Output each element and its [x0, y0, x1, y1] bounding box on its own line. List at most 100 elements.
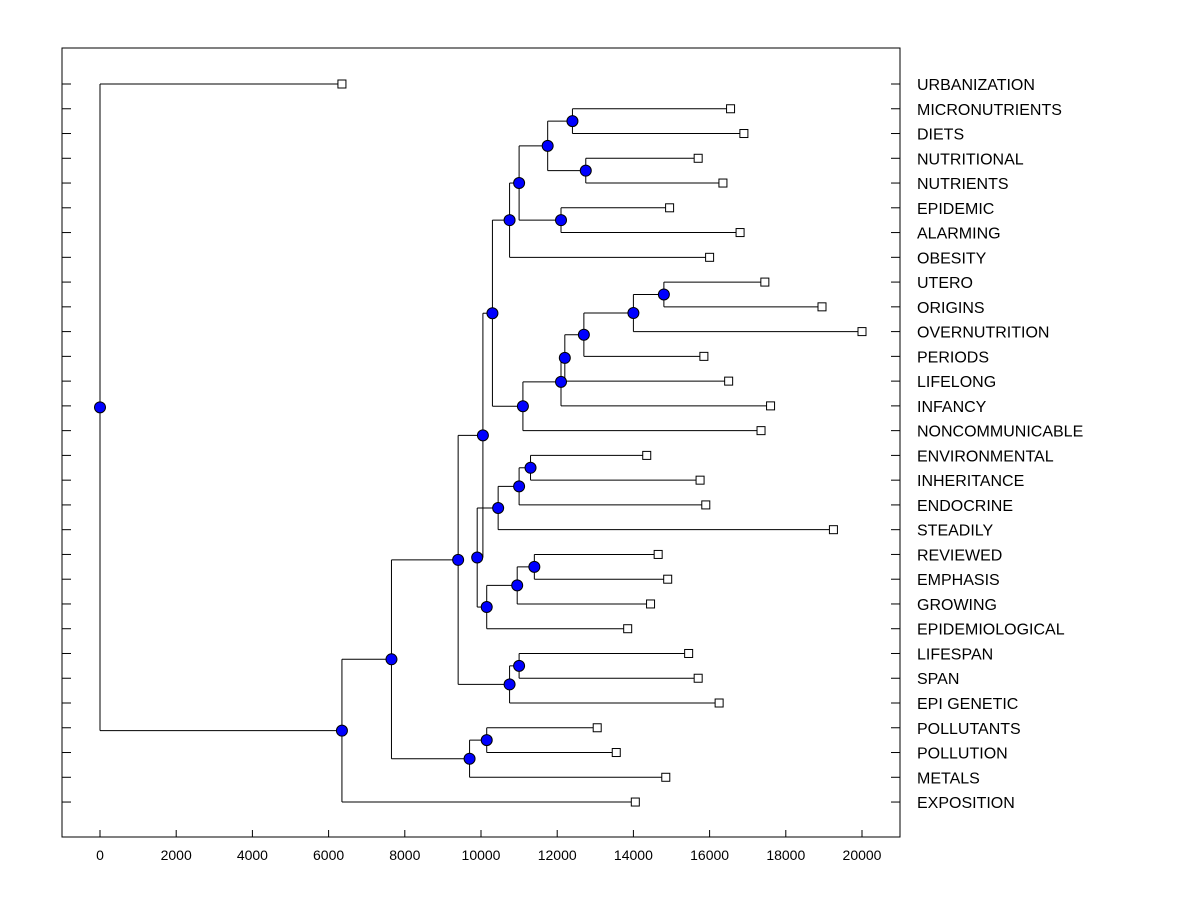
- leaf-marker: [766, 401, 776, 411]
- merge-node: [555, 375, 568, 388]
- leaf-label: OVERNUTRITION: [917, 325, 1049, 342]
- leaf-label: MICRONUTRIENTS: [917, 102, 1062, 119]
- plot-border: [61, 47, 901, 838]
- leaf-marker: [739, 129, 749, 139]
- leaf-label: SPAN: [917, 671, 959, 688]
- merge-node: [558, 351, 571, 364]
- x-tick-label: 4000: [237, 847, 268, 863]
- merge-node: [566, 115, 579, 128]
- leaf-label: INHERITANCE: [917, 473, 1024, 490]
- leaf-marker: [646, 599, 656, 609]
- merge-node: [385, 653, 398, 666]
- leaf-label: OBESITY: [917, 250, 987, 267]
- leaf-marker: [756, 426, 766, 436]
- leaf-label: REVIEWED: [917, 547, 1002, 564]
- merge-node: [627, 307, 640, 320]
- merge-node: [94, 401, 106, 414]
- leaf-marker: [699, 351, 709, 361]
- leaf-label: UTERO: [917, 275, 973, 292]
- x-tick-label: 8000: [389, 847, 420, 863]
- leaf-marker: [760, 277, 770, 287]
- merge-node: [503, 678, 516, 691]
- merge-node: [335, 724, 348, 737]
- x-tick-label: 0: [96, 847, 104, 863]
- leaf-marker: [701, 500, 711, 510]
- merge-node: [524, 461, 537, 474]
- merge-node: [480, 601, 493, 614]
- leaf-marker: [718, 178, 728, 188]
- leaf-label: EPIDEMIOLOGICAL: [917, 622, 1065, 639]
- leaf-marker: [695, 475, 705, 485]
- x-tick-label: 16000: [690, 847, 729, 863]
- leaf-marker: [724, 376, 734, 386]
- merge-node: [480, 734, 493, 747]
- x-tick-label: 6000: [313, 847, 344, 863]
- merge-node: [476, 429, 489, 442]
- leaf-label: LIFELONG: [917, 374, 996, 391]
- x-tick-label: 12000: [538, 847, 577, 863]
- leaf-marker: [630, 797, 640, 807]
- leaf-label: PERIODS: [917, 349, 989, 366]
- leaf-marker: [684, 648, 694, 658]
- merge-node: [492, 502, 505, 515]
- merge-node: [579, 164, 592, 177]
- leaf-marker: [337, 79, 347, 89]
- merge-node: [452, 553, 465, 566]
- merge-node: [486, 307, 499, 320]
- leaf-label: ENDOCRINE: [917, 498, 1013, 515]
- leaf-marker: [714, 698, 724, 708]
- leaf-marker: [623, 624, 633, 634]
- merge-node: [503, 214, 516, 227]
- merge-node: [513, 659, 526, 672]
- leaf-label: ORIGINS: [917, 300, 985, 317]
- leaf-marker: [726, 104, 736, 114]
- leaf-label: NUTRITIONAL: [917, 151, 1024, 168]
- leaf-marker: [642, 450, 652, 460]
- merge-node: [516, 400, 529, 413]
- merge-node: [513, 480, 526, 493]
- leaf-marker: [817, 302, 827, 312]
- merge-node: [555, 214, 568, 227]
- leaf-label: POLLUTION: [917, 746, 1008, 763]
- leaf-label: EXPOSITION: [917, 795, 1015, 812]
- merge-node: [511, 579, 524, 592]
- leaf-label: ENVIRONMENTAL: [917, 448, 1054, 465]
- merge-node: [471, 551, 484, 564]
- leaf-label: INFANCY: [917, 399, 987, 416]
- merge-node: [513, 177, 526, 190]
- x-tick-label: 10000: [462, 847, 501, 863]
- leaf-label: URBANIZATION: [917, 77, 1035, 94]
- leaf-label: GROWING: [917, 597, 997, 614]
- leaf-label: LIFESPAN: [917, 646, 993, 663]
- leaf-label: EMPHASIS: [917, 572, 1000, 589]
- leaf-marker: [828, 525, 838, 535]
- merge-node: [577, 328, 590, 341]
- leaf-marker: [693, 673, 703, 683]
- leaf-marker: [857, 327, 867, 337]
- leaf-label: EPIDEMIC: [917, 201, 994, 218]
- merge-node: [528, 560, 541, 573]
- leaf-marker: [665, 203, 675, 213]
- leaf-label: ALARMING: [917, 226, 1001, 243]
- leaf-marker: [693, 153, 703, 163]
- merge-node: [657, 288, 670, 301]
- leaf-marker: [661, 772, 671, 782]
- x-tick-label: 18000: [766, 847, 805, 863]
- x-tick-label: 14000: [614, 847, 653, 863]
- leaf-marker: [663, 574, 673, 584]
- leaf-marker: [611, 748, 621, 758]
- merge-node: [463, 752, 476, 765]
- x-tick-label: 2000: [161, 847, 192, 863]
- x-tick-label: 20000: [843, 847, 882, 863]
- leaf-label: METALS: [917, 770, 980, 787]
- leaf-label: POLLUTANTS: [917, 721, 1021, 738]
- leaf-label: DIETS: [917, 127, 964, 144]
- leaf-label: EPI GENETIC: [917, 696, 1018, 713]
- leaf-marker: [592, 723, 602, 733]
- merge-node: [541, 139, 554, 152]
- leaf-marker: [705, 252, 715, 262]
- leaf-label: NONCOMMUNICABLE: [917, 424, 1083, 441]
- leaf-label: NUTRIENTS: [917, 176, 1009, 193]
- leaf-marker: [735, 228, 745, 238]
- leaf-label: STEADILY: [917, 523, 994, 540]
